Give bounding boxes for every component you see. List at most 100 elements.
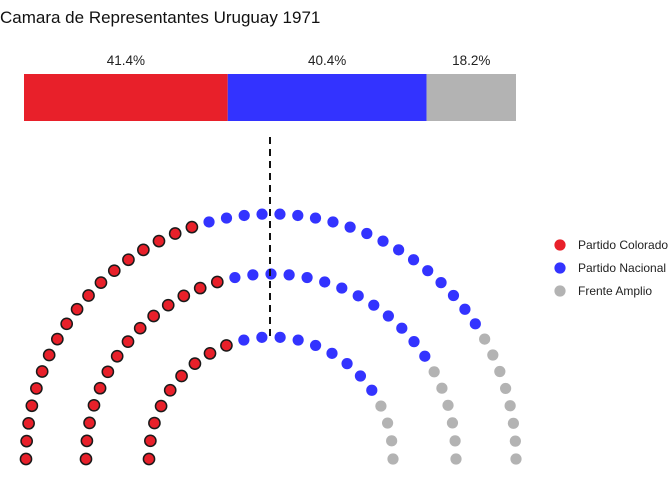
legend: Partido Colorado Partido Nacional Frente A… <box>554 238 668 298</box>
bar-segment-frente-amplio <box>426 74 516 121</box>
seat-arcs <box>19 208 522 466</box>
seat-partido-nacional <box>203 216 215 228</box>
seat-partido-nacional <box>274 208 286 220</box>
seat-partido-colorado <box>137 243 150 257</box>
seat-partido-colorado <box>147 309 160 323</box>
seat-partido-colorado <box>152 234 166 248</box>
chart-title: Camara de Representantes Uruguay 1971 <box>0 8 320 27</box>
seat-partido-nacional <box>256 208 268 220</box>
seat-partido-colorado <box>20 434 33 448</box>
seat-partido-nacional <box>220 212 233 224</box>
seat-partido-colorado <box>42 348 56 362</box>
seat-partido-colorado <box>144 434 157 448</box>
share-bar: 41.4% 40.4% 18.2% <box>24 53 516 121</box>
seat-partido-nacional <box>469 318 481 330</box>
seat-frente-amplio <box>387 453 399 465</box>
legend-label-frente-amplio: Frente Amplio <box>578 284 652 298</box>
seat-frente-amplio <box>487 349 499 361</box>
seat-partido-colorado <box>107 264 121 278</box>
seat-partido-colorado <box>70 302 84 316</box>
bar-segment-partido-nacional <box>227 74 427 121</box>
seat-frente-amplio <box>446 417 459 429</box>
seat-frente-amplio <box>428 366 440 378</box>
seat-partido-colorado <box>168 227 182 240</box>
seat-partido-nacional <box>366 384 378 396</box>
seat-partido-nacional <box>408 336 420 348</box>
seat-frente-amplio <box>507 417 519 429</box>
seat-partido-colorado <box>80 434 94 448</box>
seat-partido-nacional <box>407 254 420 266</box>
seat-partido-nacional <box>344 221 356 233</box>
seat-frente-amplio <box>386 435 398 447</box>
seat-frente-amplio <box>510 453 522 465</box>
seat-partido-nacional <box>422 265 434 277</box>
seat-partido-colorado <box>22 416 35 430</box>
seat-partido-colorado <box>220 339 233 352</box>
seat-frente-amplio <box>442 399 454 411</box>
seat-partido-colorado <box>60 317 74 331</box>
seat-partido-nacional <box>459 303 471 315</box>
seat-partido-colorado <box>110 349 124 363</box>
seat-partido-nacional <box>283 269 295 281</box>
seat-partido-colorado <box>87 398 101 412</box>
seat-partido-nacional <box>396 322 408 334</box>
seat-partido-nacional <box>368 299 380 311</box>
legend-label-partido-colorado: Partido Colorado <box>578 238 668 252</box>
seat-partido-colorado <box>185 220 199 234</box>
seat-partido-nacional <box>319 276 331 288</box>
seat-partido-colorado <box>82 289 95 302</box>
seat-partido-nacional <box>419 350 431 362</box>
seat-frente-amplio <box>375 400 387 412</box>
seat-partido-colorado <box>83 416 96 430</box>
seat-partido-colorado <box>188 357 202 370</box>
seat-partido-nacional <box>238 209 250 222</box>
seat-partido-colorado <box>94 276 108 289</box>
share-label-partido-colorado: 41.4% <box>107 53 145 68</box>
seat-partido-colorado <box>122 253 135 267</box>
seat-partido-nacional <box>326 347 338 359</box>
seat-partido-nacional <box>377 235 389 247</box>
seat-partido-nacional <box>354 370 367 382</box>
bar-segment-partido-colorado <box>24 74 228 121</box>
legend-key-partido-colorado <box>554 239 566 251</box>
seat-partido-nacional <box>309 212 322 224</box>
seat-partido-colorado <box>148 416 161 430</box>
seat-partido-colorado <box>30 382 43 395</box>
seat-partido-nacional <box>382 310 394 322</box>
seat-partido-colorado <box>210 275 224 289</box>
seat-partido-colorado <box>193 281 207 295</box>
seat-partido-colorado <box>19 452 33 466</box>
seat-partido-nacional <box>309 339 322 352</box>
seat-partido-colorado <box>93 381 107 395</box>
seat-partido-nacional <box>435 277 447 289</box>
seat-frente-amplio <box>449 435 461 447</box>
seat-partido-colorado <box>101 365 115 379</box>
share-label-frente-amplio: 18.2% <box>452 53 490 68</box>
seat-partido-colorado <box>154 399 168 413</box>
seat-partido-nacional <box>352 290 364 302</box>
seat-frente-amplio <box>436 382 448 394</box>
seat-frente-amplio <box>381 417 394 429</box>
seat-partido-colorado <box>161 298 175 312</box>
seat-partido-nacional <box>229 271 241 284</box>
seat-partido-colorado <box>35 365 49 378</box>
seat-partido-nacional <box>292 209 304 222</box>
share-label-partido-nacional: 40.4% <box>308 53 346 68</box>
seat-partido-nacional <box>292 334 304 346</box>
seat-partido-colorado <box>163 383 177 397</box>
seat-partido-colorado <box>79 452 93 466</box>
seat-partido-nacional <box>301 271 313 284</box>
seat-partido-colorado <box>25 399 39 413</box>
seat-partido-nacional <box>274 331 286 343</box>
seat-partido-nacional <box>361 227 373 240</box>
seat-partido-nacional <box>336 282 348 294</box>
seat-frente-amplio <box>509 435 521 447</box>
legend-key-partido-nacional <box>554 262 566 274</box>
seat-partido-nacional <box>256 331 268 343</box>
seat-partido-nacional <box>447 289 460 302</box>
legend-label-partido-nacional: Partido Nacional <box>578 261 666 275</box>
seat-frente-amplio <box>494 365 506 378</box>
seat-partido-colorado <box>203 346 217 360</box>
seat-partido-colorado <box>121 335 135 348</box>
